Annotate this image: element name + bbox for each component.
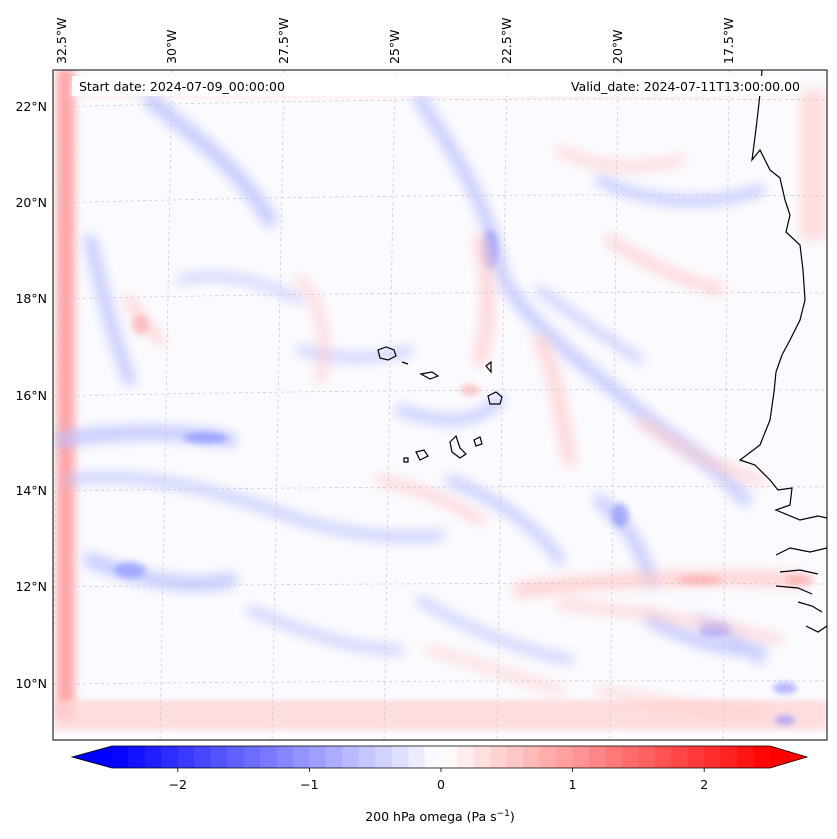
colorbar-cell [292,746,310,768]
colorbar-cell [358,746,376,768]
colorbar-cell [638,746,656,768]
lon-tick-label: 17.5°W [721,18,736,64]
colorbar-cell [128,746,146,768]
colorbar-cell [194,746,212,768]
colorbar-cell [753,746,771,768]
island-sao-vicente [401,361,409,365]
lat-tick-label: 12°N [15,579,47,594]
lon-tick-label: 27.5°W [276,18,291,64]
africa-coastline [738,70,827,521]
colorbar-cell [605,746,623,768]
map-panel: Start date: 2024-07-09_00:00:00 Valid_da… [52,69,828,741]
colorbar-cell [424,746,442,768]
colorbar-extend-low [72,746,112,768]
lon-tick-label: 22.5°W [499,18,514,64]
colorbar-cell [687,746,705,768]
lat-tick-label: 16°N [15,388,47,403]
lon-tick-label: 20°W [610,29,625,64]
colorbar-cell [589,746,607,768]
lat-tick-label: 22°N [15,99,47,114]
colorbar-cell [408,746,426,768]
colorbar-cell [556,746,574,768]
colorbar-cell [506,746,524,768]
colorbar-cell [243,746,261,768]
colorbar-cell [144,746,162,768]
colorbar-cell [654,746,672,768]
island-sal [485,360,492,374]
latitude-labels: 22°N 20°N 18°N 16°N 14°N 12°N 10°N [15,99,47,691]
colorbar-extend-high [770,746,807,768]
colorbar-cell [457,746,475,768]
colorbar-cell [342,746,360,768]
colorbar-cell [671,746,689,768]
colorbar-cell [276,746,294,768]
lat-tick-label: 10°N [15,676,47,691]
island-maio [473,436,483,447]
island-santiago [449,434,467,459]
red-streaks [125,146,807,716]
boundary-band-right [800,90,827,240]
guinea-coastline [775,547,827,633]
island-brava [403,457,409,463]
colorbar-tick-label: −2 [169,777,187,792]
boundary-band-bottom [55,700,827,730]
map-frame [52,69,828,741]
colorbar-ticks: −2 −1 0 1 2 [169,768,708,792]
coastlines [377,70,827,633]
colorbar-tick-label: 2 [700,777,708,792]
start-date-label: Start date: 2024-07-09_00:00:00 [79,79,285,94]
colorbar-cell [112,746,130,768]
colorbar-cell [161,746,179,768]
colorbar-cell [490,746,508,768]
colorbar-tick-label: 1 [569,777,577,792]
longitude-labels: 32.5°W 30°W 27.5°W 25°W 22.5°W 20°W 17.5°W [54,18,736,64]
colorbar-cell [572,746,590,768]
lon-tick-label: 25°W [387,29,402,64]
valid-date-label: Valid_date: 2024-07-11T13:00:00.00 [571,79,800,94]
colorbar-cell [737,746,755,768]
colorbar-cell [260,746,278,768]
colorbar-cell [441,746,459,768]
lon-tick-label: 32.5°W [54,18,69,64]
annotation-box [72,76,800,96]
colorbar-cell [227,746,245,768]
colorbar-outline [70,745,809,769]
colorbar-cell [621,746,639,768]
island-boa-vista [487,391,503,405]
colorbar: −2 −1 0 1 2 200 hPa omega (Pa s−1) [70,745,809,824]
island-santo-antao [377,346,397,361]
colorbar-cell [309,746,327,768]
colorbar-cell [704,746,722,768]
island-sao-nicolau [419,371,440,380]
map-background [53,70,827,740]
colorbar-cell [720,746,738,768]
boundary-band-left [56,70,78,720]
colorbar-tick-label: −1 [300,777,318,792]
graticule [53,70,827,740]
colorbar-cell [523,746,541,768]
red-cores [132,315,814,586]
blue-streaks [53,93,766,665]
colorbar-cell [539,746,557,768]
colorbar-cell [375,746,393,768]
lon-tick-label: 30°W [164,29,179,64]
colorbar-tick-label: 0 [437,777,445,792]
colorbar-cell [391,746,409,768]
colorbar-cell [210,746,228,768]
colorbar-cells [112,746,771,768]
lat-tick-label: 14°N [15,483,47,498]
colorbar-cell [473,746,491,768]
lat-tick-label: 18°N [15,291,47,306]
island-fogo [415,449,429,461]
colorbar-cell [177,746,195,768]
lat-tick-label: 20°N [15,195,47,210]
colorbar-cell [325,746,343,768]
colorbar-label: 200 hPa omega (Pa s−1) [365,809,515,824]
